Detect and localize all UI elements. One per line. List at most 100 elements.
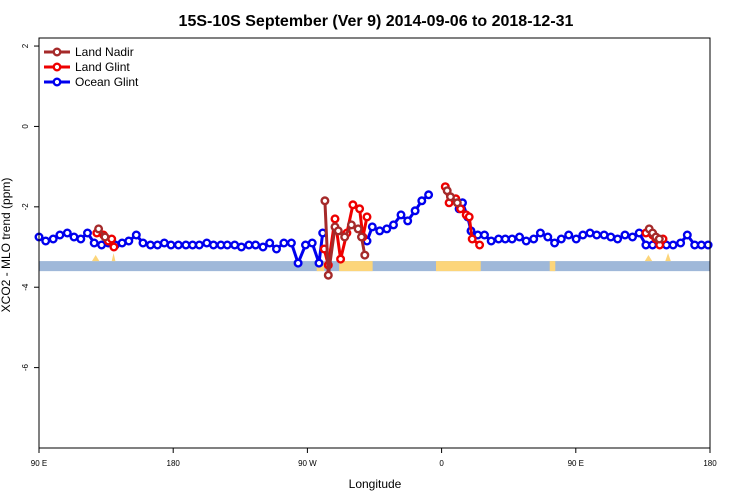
series-land-nadir bbox=[94, 186, 664, 280]
data-point bbox=[606, 232, 616, 242]
x-axis-label: Longitude bbox=[349, 477, 402, 491]
data-point bbox=[543, 232, 553, 242]
land-band-bump bbox=[644, 255, 653, 262]
x-tick-label: 180 bbox=[167, 459, 181, 468]
legend-label: Ocean Glint bbox=[75, 75, 139, 89]
data-point bbox=[396, 210, 406, 220]
data-point bbox=[564, 230, 574, 240]
data-point bbox=[346, 220, 356, 230]
data-point bbox=[668, 240, 678, 250]
data-point bbox=[279, 238, 289, 248]
data-point bbox=[578, 230, 588, 240]
data-point bbox=[336, 254, 346, 264]
data-point bbox=[333, 226, 343, 236]
data-point bbox=[475, 240, 485, 250]
x-tick-label: 90 W bbox=[298, 459, 317, 468]
legend-marker bbox=[52, 47, 62, 57]
data-point bbox=[340, 232, 350, 242]
land-band-bump bbox=[665, 253, 671, 262]
data-point bbox=[515, 232, 525, 242]
data-point bbox=[389, 220, 399, 230]
data-point bbox=[613, 234, 623, 244]
data-point bbox=[654, 234, 664, 244]
data-point bbox=[152, 240, 162, 250]
data-point bbox=[592, 230, 602, 240]
data-point bbox=[41, 236, 51, 246]
data-point bbox=[131, 230, 141, 240]
data-point bbox=[676, 238, 686, 248]
data-point bbox=[251, 240, 261, 250]
land-band-segment bbox=[549, 261, 556, 272]
data-point bbox=[293, 258, 303, 268]
ocean-band bbox=[39, 261, 710, 272]
data-point bbox=[464, 212, 474, 222]
data-point bbox=[145, 240, 155, 250]
legend-marker bbox=[52, 77, 62, 87]
data-point bbox=[424, 190, 434, 200]
data-point bbox=[272, 244, 282, 254]
data-point bbox=[62, 228, 72, 238]
data-point bbox=[320, 196, 330, 206]
data-point bbox=[348, 200, 358, 210]
y-tick-label: -4 bbox=[21, 283, 30, 291]
data-point bbox=[82, 228, 92, 238]
data-point bbox=[556, 234, 566, 244]
data-point bbox=[486, 236, 496, 246]
x-tick-label: 180 bbox=[703, 459, 717, 468]
series-ocean-glint bbox=[34, 190, 713, 268]
x-tick-label: 0 bbox=[439, 459, 444, 468]
data-point bbox=[535, 228, 545, 238]
data-point bbox=[355, 204, 365, 214]
land-band-bump bbox=[91, 255, 100, 262]
data-point bbox=[222, 240, 232, 250]
y-tick-label: 0 bbox=[21, 124, 30, 129]
data-point bbox=[417, 196, 427, 206]
data-point bbox=[362, 212, 372, 222]
data-point bbox=[571, 234, 581, 244]
legend-label: Land Glint bbox=[75, 60, 130, 74]
chart-title: 15S-10S September (Ver 9) 2014-09-06 to … bbox=[179, 13, 574, 30]
plot-frame bbox=[38, 37, 711, 449]
data-point bbox=[410, 206, 420, 216]
data-point bbox=[467, 234, 477, 244]
legend-marker bbox=[52, 62, 62, 72]
data-point bbox=[307, 238, 317, 248]
series-land-glint bbox=[92, 182, 668, 270]
data-point bbox=[94, 224, 104, 234]
data-point bbox=[529, 234, 539, 244]
data-point bbox=[286, 238, 296, 248]
x-axis: 90 E 180 90 W 0 90 E 180 bbox=[31, 448, 717, 468]
data-point bbox=[138, 238, 148, 248]
data-point bbox=[382, 224, 392, 234]
data-point bbox=[367, 222, 377, 232]
x-tick-label: 90 E bbox=[31, 459, 47, 468]
y-axis-label: XCO2 - MLO trend (ppm) bbox=[0, 178, 13, 313]
data-point bbox=[100, 232, 110, 242]
data-point bbox=[323, 270, 333, 280]
data-point bbox=[69, 232, 79, 242]
data-point bbox=[480, 230, 490, 240]
data-point bbox=[314, 258, 324, 268]
land-band-segment bbox=[339, 261, 373, 272]
data-point bbox=[236, 242, 246, 252]
data-point bbox=[76, 234, 86, 244]
data-point bbox=[682, 230, 692, 240]
y-axis: 2 0 -2 -4 -6 bbox=[21, 43, 39, 371]
data-point bbox=[330, 214, 340, 224]
data-point bbox=[620, 230, 630, 240]
data-point bbox=[258, 242, 268, 252]
data-point bbox=[124, 236, 134, 246]
data-point bbox=[403, 216, 413, 226]
data-point bbox=[173, 240, 183, 250]
plot-area bbox=[34, 182, 713, 280]
data-point bbox=[375, 226, 385, 236]
y-tick-label: 2 bbox=[21, 43, 30, 48]
data-point bbox=[446, 192, 456, 202]
data-point bbox=[452, 198, 462, 208]
legend-label: Land Nadir bbox=[75, 45, 134, 59]
data-point bbox=[550, 238, 560, 248]
data-point bbox=[628, 232, 638, 242]
data-point bbox=[166, 240, 176, 250]
